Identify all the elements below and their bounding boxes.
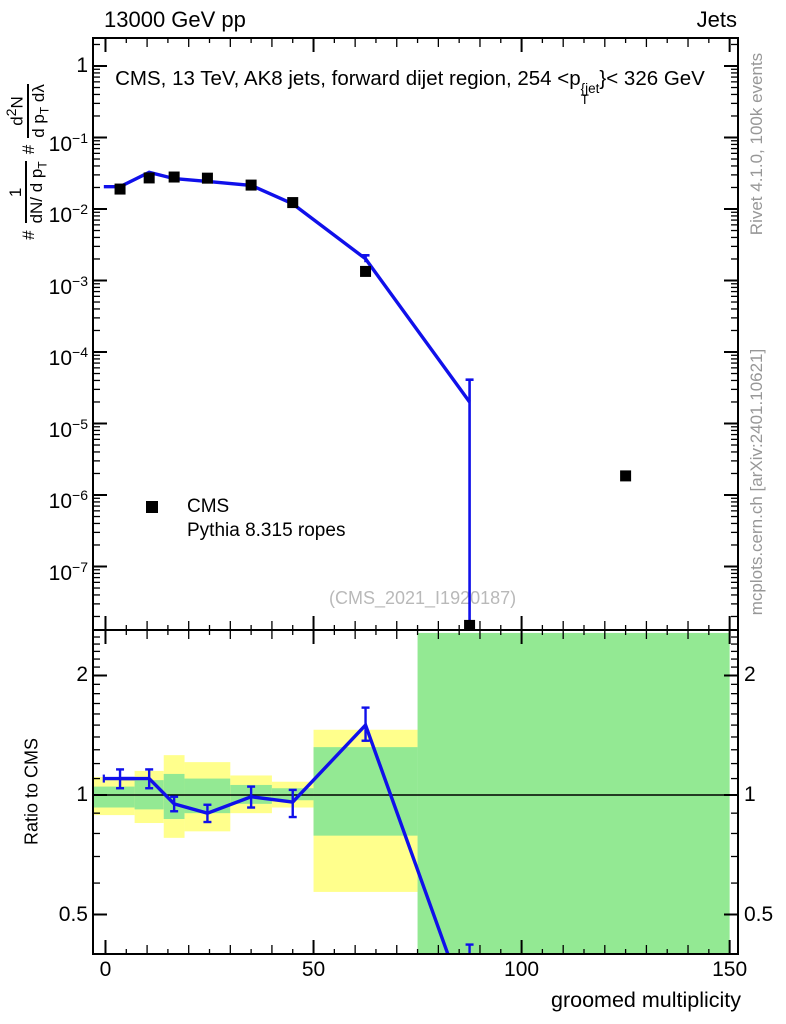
main-y-tick-label: 10−5 [48, 415, 88, 442]
ratio-y-tick-label-left: 1 [76, 783, 88, 806]
green-band [313, 747, 418, 836]
main-y-tick-label: 10−7 [48, 558, 88, 585]
data-point-square [114, 183, 126, 195]
legend-label-pythia: Pythia 8.315 ropes [187, 520, 346, 541]
main-y-tick-label: 1 [76, 54, 88, 77]
yellow-band [134, 770, 164, 824]
yellow-band [230, 775, 272, 814]
green-band [271, 788, 314, 801]
title-prefix: CMS, 13 TeV, AK8 jets, forward dijet reg… [115, 67, 581, 90]
green-band [93, 786, 135, 808]
ratio-y-tick-label-right: 1 [744, 783, 756, 806]
cms-data-points [114, 171, 632, 630]
x-tick-label: 100 [504, 958, 540, 981]
title-suffix: }< 326 GeV [599, 67, 705, 90]
title-subscript: T [580, 92, 589, 107]
yellow-band [184, 762, 231, 832]
main-y-tick-label: 10−6 [48, 487, 88, 513]
green-band [163, 773, 185, 820]
ratio-y-axis-title: Ratio to CMS [21, 737, 42, 846]
title-supsub: {jet T [580, 81, 600, 107]
yellow-band [93, 777, 135, 816]
ylabel-frac1-den: dN/ d pT [24, 161, 53, 224]
title-superscript: {jet [580, 81, 600, 96]
green-band [230, 784, 272, 804]
ylabel-hash-1: # [19, 230, 38, 240]
legend-label-cms: CMS [187, 496, 230, 517]
data-point-square [620, 470, 632, 482]
main-y-tick-label: 10−4 [48, 344, 88, 370]
x-tick-label: 0 [99, 958, 112, 981]
ylabel-frac2-den: d pT dλ [27, 84, 55, 138]
ylabel-fraction-1: 1 dN/ d pT [5, 161, 53, 224]
uncertainty-bands [93, 632, 730, 953]
data-point-square [287, 197, 299, 209]
green-band [417, 632, 730, 953]
x-tick-label: 50 [301, 958, 326, 981]
mc-prediction-line [103, 170, 474, 629]
rivet-version-credit: Rivet 4.1.0, 100k events [747, 52, 766, 236]
data-point-square [143, 172, 155, 184]
data-point-square [464, 619, 476, 630]
legend-line-pythia [126, 529, 178, 533]
main-y-axis-title: # 1 dN/ d pT # d2N d pT dλ [3, 36, 55, 288]
green-band [134, 780, 164, 810]
mcplots-credit: mcplots.cern.ch [arXiv:2401.10621] [747, 348, 766, 616]
analysis-watermark: (CMS_2021_I1920187) [329, 588, 517, 608]
data-point-square [201, 172, 213, 184]
x-tick-label: 150 [712, 958, 748, 981]
data-point-square [360, 265, 372, 277]
main-y-tick-label: 10−1 [48, 129, 88, 156]
ratio-y-tick-label-right: 0.5 [744, 902, 774, 926]
axes-frame [92, 37, 739, 955]
data-point-square [245, 179, 257, 191]
beam-energy-label: 13000 GeV pp [104, 7, 246, 32]
ylabel-frac1-num: 1 [5, 187, 25, 198]
ylabel-hash-2: # [19, 144, 38, 155]
ylabel-fraction-2: d2N d pT dλ [3, 84, 55, 138]
ylabel-frac2-num: d2N [4, 96, 28, 126]
green-band [184, 778, 231, 814]
x-axis-title: groomed multiplicity [551, 988, 741, 1012]
ratio-y-tick-label-right: 2 [744, 663, 756, 687]
data-point-square [168, 171, 180, 183]
ratio-y-tick-label-left: 0.5 [58, 902, 88, 926]
legend-marker-cms [146, 501, 158, 513]
ratio-y-tick-label-left: 2 [76, 663, 88, 687]
main-y-tick-label: 10−3 [48, 272, 88, 299]
plot-title: CMS, 13 TeV, AK8 jets, forward dijet reg… [78, 67, 742, 107]
yellow-band [163, 755, 185, 838]
process-label: Jets [696, 7, 737, 32]
yellow-band [313, 729, 418, 892]
main-y-tick-label: 10−2 [48, 201, 88, 227]
yellow-band [271, 781, 314, 808]
mc-ratio-line [102, 706, 474, 954]
